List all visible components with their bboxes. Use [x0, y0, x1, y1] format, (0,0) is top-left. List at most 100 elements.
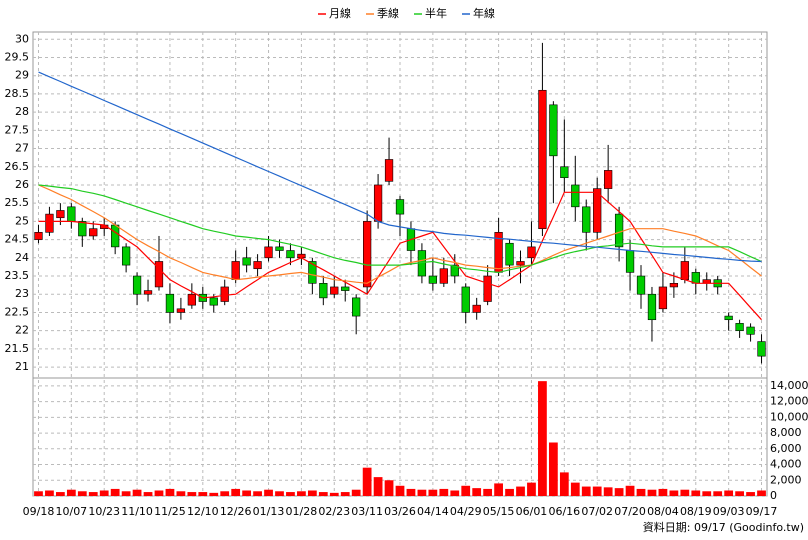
legend-label: 年線 [473, 6, 495, 20]
y-tick-label: 23.5 [5, 269, 30, 282]
volume-bar [187, 492, 197, 496]
volume-bar [570, 482, 580, 496]
candle-body [428, 275, 437, 284]
candle-body [330, 286, 339, 295]
y-tick-label: 21.5 [5, 342, 30, 355]
volume-bar [680, 489, 690, 496]
candle-body [549, 104, 558, 157]
candle-body [757, 341, 766, 357]
x-tick-label: 11/10 [121, 505, 153, 518]
volume-bar [66, 489, 76, 496]
volume-bar [99, 490, 109, 496]
volume-bar [461, 485, 471, 496]
candle-body [319, 283, 328, 299]
candle-body [187, 293, 196, 306]
candle-body [89, 228, 98, 237]
volume-bar [516, 486, 525, 496]
volume-bar [362, 467, 372, 496]
candle-body [450, 264, 459, 277]
volume-bar [373, 477, 383, 496]
y-tick-label: 30 [15, 32, 29, 45]
volume-bar [154, 490, 164, 496]
volume-bar [297, 491, 306, 496]
volume-bar [209, 492, 219, 496]
candle-body [724, 315, 733, 321]
candle-body [56, 210, 65, 219]
ma-line [38, 191, 762, 321]
y2-tick-label: 0 [770, 489, 777, 502]
candle-body [275, 246, 284, 251]
volume-bar [56, 492, 65, 496]
volume-bar [220, 491, 230, 496]
y2-tick-label: 6,000 [770, 442, 802, 455]
candle-body [472, 304, 481, 313]
volume-bar [351, 489, 361, 496]
volume-bar [746, 492, 755, 496]
x-tick-label: 09/17 [746, 505, 778, 518]
volume-bar [165, 488, 175, 496]
volume-bar [735, 491, 744, 496]
x-tick-label: 03/26 [384, 505, 416, 518]
candle-body [625, 250, 635, 273]
y-tick-label: 24 [15, 251, 29, 264]
volume-bar [559, 472, 569, 496]
y-tick-label: 25.5 [5, 196, 30, 209]
volume-bar [34, 491, 43, 496]
candle-body [647, 293, 657, 321]
y-tick-label: 29.5 [5, 50, 30, 63]
volume-bar [242, 490, 252, 496]
candle-body [582, 206, 591, 233]
y-tick-label: 27 [15, 142, 29, 155]
x-tick-label: 01/28 [286, 505, 318, 518]
volume-bar [548, 442, 558, 496]
x-tick-label: 07/20 [614, 505, 646, 518]
x-tick-label: 07/02 [581, 505, 613, 518]
volume-bar [494, 483, 503, 496]
candle-body [242, 257, 251, 266]
candle-body [67, 206, 76, 222]
y-tick-label: 24.5 [5, 233, 30, 246]
volume-bar [702, 491, 712, 496]
ma-line [38, 184, 762, 274]
volume-bar [198, 492, 208, 496]
legend: 月線 季線 半年 年線 [318, 6, 495, 20]
candle-body [209, 297, 218, 306]
x-tick-label: 02/23 [318, 505, 350, 518]
volume-bar [318, 492, 328, 496]
volume-bar [88, 492, 98, 496]
candle-body [669, 283, 679, 288]
x-tick-label: 09/03 [713, 505, 745, 518]
y2-tick-label: 2,000 [770, 473, 802, 486]
candle-body [505, 242, 514, 266]
candle-body [45, 213, 54, 233]
legend-label: 季線 [377, 6, 399, 20]
candle-body [78, 221, 87, 237]
y-tick-label: 22.5 [5, 305, 30, 318]
candle-body [341, 286, 350, 291]
volume-bar [264, 489, 273, 496]
candle-body [132, 275, 142, 295]
y-tick-label: 23 [15, 287, 29, 300]
x-tick-label: 06/01 [516, 505, 548, 518]
y-tick-label: 26.5 [5, 160, 30, 173]
candle-body [253, 261, 262, 270]
volume-bar [77, 491, 87, 496]
candle-body [746, 326, 755, 335]
volume-bar [538, 381, 547, 496]
volume-bar [450, 490, 460, 496]
legend-label: 月線 [329, 6, 351, 20]
volume-bar [132, 489, 142, 496]
volume-bar [307, 490, 317, 496]
volume-bar [417, 489, 427, 496]
volume-bar [121, 491, 131, 496]
x-tick-label: 03/11 [351, 505, 383, 518]
volume-bar [340, 492, 350, 496]
volume-bar [505, 488, 514, 496]
candle-body [111, 224, 120, 248]
candle-body [264, 246, 273, 259]
volume-bar [143, 492, 153, 496]
x-tick-label: 12/26 [220, 505, 252, 518]
footer: 資料日期: 09/17 (Goodinfo.tw) [643, 520, 804, 534]
volume-bar [603, 487, 613, 496]
